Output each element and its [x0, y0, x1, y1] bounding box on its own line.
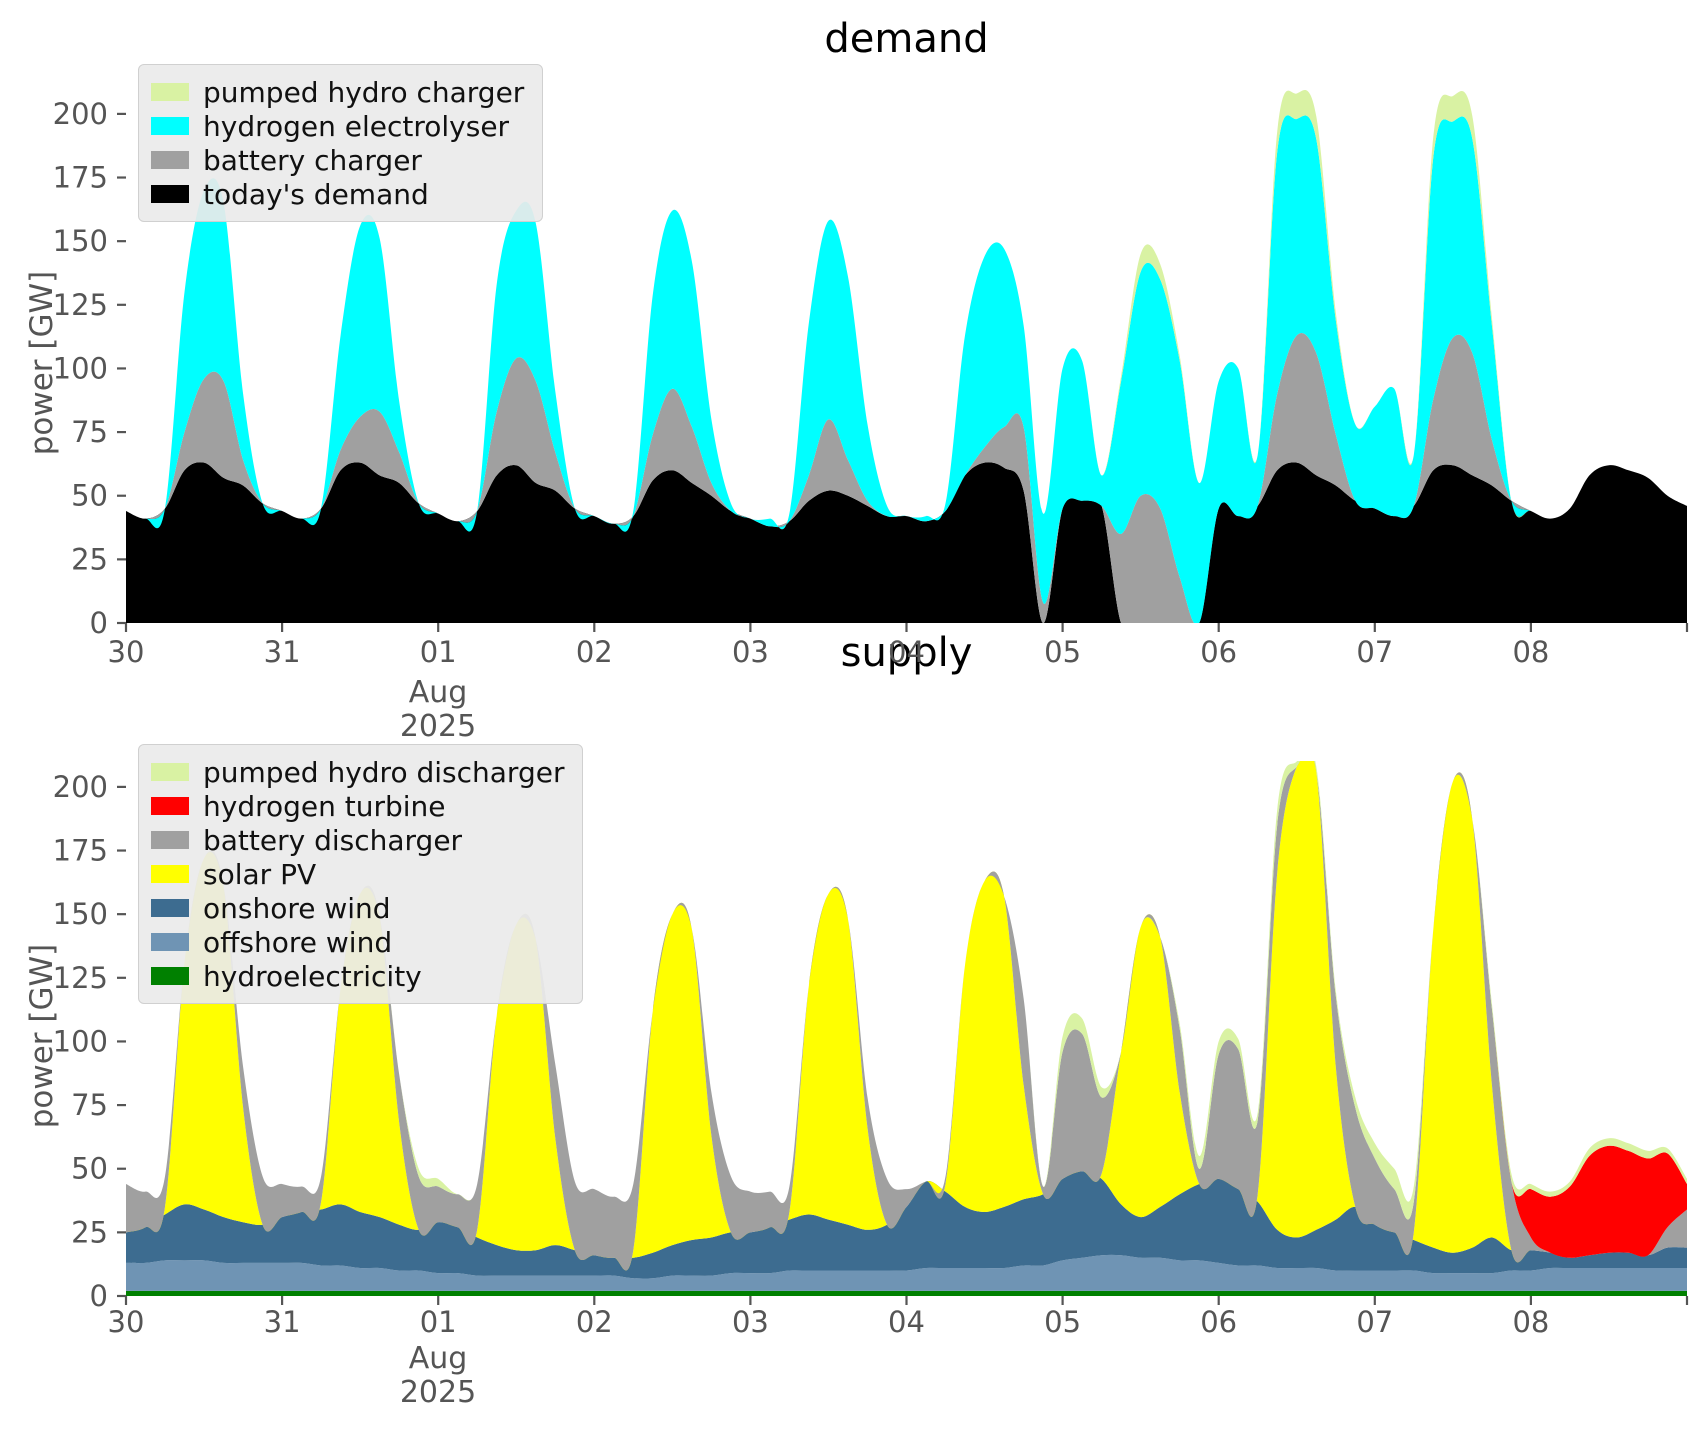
area-today-s-demand: [126, 462, 1687, 623]
demand-month-label: Aug 2025: [399, 675, 477, 744]
y-tick-label: 200: [53, 770, 108, 804]
legend-item-hydrogen-turbine: hydrogen turbine: [151, 789, 564, 823]
area-battery-charger: [126, 332, 1687, 623]
legend-swatch-offshore-wind: [151, 933, 189, 951]
legend-label: today's demand: [203, 177, 429, 211]
legend-label: offshore wind: [203, 925, 393, 959]
x-tick-label: 06: [1200, 635, 1237, 669]
demand-x-axis: 30 31 01 02 03 04 05 06 07 08: [108, 623, 1689, 669]
legend-label: pumped hydro discharger: [203, 755, 565, 789]
demand-y-axis: 0 25 50 75 100 125 150 175 200: [53, 97, 126, 640]
demand-legend: pumped hydro charger hydrogen electrolyse…: [138, 64, 544, 222]
x-tick-label: 02: [576, 635, 613, 669]
y-tick-label: 50: [71, 1152, 108, 1186]
y-tick-label: 75: [71, 415, 108, 449]
legend-label: hydroelectricity: [203, 959, 422, 993]
legend-label: hydrogen turbine: [203, 789, 446, 823]
legend-item-pumped-hydro-discharger: pumped hydro discharger: [151, 755, 564, 789]
y-tick-label: 150: [53, 224, 108, 258]
legend-swatch-pumped-hydro-discharger: [151, 763, 189, 781]
x-tick-label: 03: [732, 635, 769, 669]
x-tick-label: 06: [1200, 1305, 1237, 1339]
y-tick-label: 100: [53, 351, 108, 385]
legend-label: solar PV: [203, 857, 317, 891]
legend-item-pumped-hydro-charger: pumped hydro charger: [151, 75, 524, 109]
area-hydroelectricity: [126, 1290, 1687, 1296]
y-tick-label: 0: [90, 1279, 108, 1313]
supply-x-axis: 30 31 01 02 03 04 05 06 07 08: [108, 1296, 1689, 1339]
y-tick-label: 175: [53, 834, 108, 868]
legend-label: battery discharger: [203, 823, 463, 857]
y-tick-label: 25: [71, 1215, 108, 1249]
legend-swatch-today-s-demand: [151, 185, 189, 203]
legend-item-hydrogen-electrolyser: hydrogen electrolyser: [151, 109, 524, 143]
legend-swatch-onshore-wind: [151, 899, 189, 917]
legend-item-onshore-wind: onshore wind: [151, 891, 564, 925]
x-tick-label: 01: [420, 1305, 457, 1339]
legend-swatch-battery-discharger: [151, 831, 189, 849]
y-tick-label: 200: [53, 97, 108, 131]
legend-swatch-pumped-hydro-charger: [151, 83, 189, 101]
legend-item-offshore-wind: offshore wind: [151, 925, 564, 959]
y-tick-label: 175: [53, 161, 108, 195]
legend-item-solar-pv: solar PV: [151, 857, 564, 891]
supply-title: supply: [840, 630, 973, 676]
demand-title: demand: [824, 16, 989, 62]
area-solar-pv: [126, 761, 1687, 1271]
legend-swatch-hydrogen-turbine: [151, 797, 189, 815]
y-tick-label: 125: [53, 961, 108, 995]
y-tick-label: 125: [53, 288, 108, 322]
supply-month-label: Aug 2025: [399, 1341, 477, 1410]
legend-item-battery-discharger: battery discharger: [151, 823, 564, 857]
legend-swatch-hydroelectricity: [151, 967, 189, 985]
x-tick-label: 31: [264, 1305, 301, 1339]
legend-label: battery charger: [203, 143, 422, 177]
legend-swatch-battery-charger: [151, 151, 189, 169]
y-tick-label: 25: [71, 542, 108, 576]
legend-item-hydroelectricity: hydroelectricity: [151, 959, 564, 993]
supply-legend: pumped hydro discharger hydrogen turbine b…: [138, 744, 584, 1004]
legend-swatch-hydrogen-electrolyser: [151, 117, 189, 135]
legend-swatch-solar-pv: [151, 865, 189, 883]
y-tick-label: 150: [53, 897, 108, 931]
area-offshore-wind: [126, 1254, 1687, 1291]
x-tick-label: 05: [1044, 1305, 1081, 1339]
area-hydrogen-electrolyser: [126, 115, 1687, 623]
x-tick-label: 30: [108, 1305, 145, 1339]
demand-plot: [126, 89, 1687, 623]
legend-label: onshore wind: [203, 891, 391, 925]
x-tick-label: 03: [732, 1305, 769, 1339]
area-hydrogen-turbine: [126, 761, 1687, 1258]
x-tick-label: 07: [1356, 1305, 1393, 1339]
y-tick-label: 50: [71, 479, 108, 513]
y-tick-label: 75: [71, 1088, 108, 1122]
x-tick-label: 31: [264, 635, 301, 669]
legend-label: hydrogen electrolyser: [203, 109, 510, 143]
x-tick-label: 05: [1044, 635, 1081, 669]
x-tick-label: 07: [1356, 635, 1393, 669]
x-tick-label: 04: [888, 1305, 925, 1339]
y-tick-label: 100: [53, 1024, 108, 1058]
x-tick-label: 30: [108, 635, 145, 669]
legend-item-today-s-demand: today's demand: [151, 177, 524, 211]
supply-plot: [126, 761, 1687, 1296]
legend-item-battery-charger: battery charger: [151, 143, 524, 177]
supply-y-axis: 0 25 50 75 100 125 150 175 200: [53, 770, 126, 1313]
x-tick-label: 08: [1512, 635, 1549, 669]
y-tick-label: 0: [90, 606, 108, 640]
x-tick-label: 02: [576, 1305, 613, 1339]
area-onshore-wind: [126, 1171, 1687, 1279]
legend-label: pumped hydro charger: [203, 75, 525, 109]
x-tick-label: 08: [1512, 1305, 1549, 1339]
x-tick-label: 04: [888, 635, 925, 669]
x-tick-label: 01: [420, 635, 457, 669]
